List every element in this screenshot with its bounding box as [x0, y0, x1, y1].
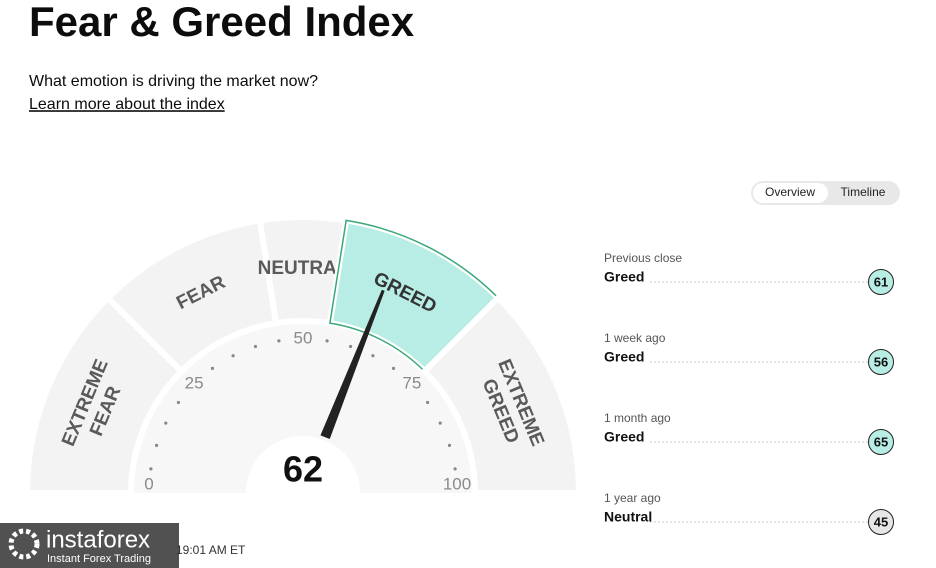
- gauge-zone: [23, 293, 186, 496]
- tick-dot: [371, 354, 375, 358]
- tick-dot: [149, 467, 153, 471]
- tick-dot: [453, 467, 457, 471]
- history-badge: [868, 349, 894, 375]
- zone-label-line: NEUTRAL: [258, 258, 349, 279]
- tick-label: 0: [144, 474, 153, 493]
- tab-timeline[interactable]: Timeline: [841, 185, 886, 199]
- watermark-logo: [8, 528, 40, 560]
- history-period: 1 year ago: [604, 491, 661, 505]
- gauge-zone: [103, 216, 280, 376]
- tick-dot: [325, 339, 329, 343]
- tick-label: 50: [294, 328, 313, 347]
- tick-label: 75: [402, 374, 421, 393]
- tick-dot: [447, 443, 452, 448]
- tab-active-bg: [753, 183, 828, 203]
- history-period: Previous close: [604, 251, 682, 265]
- needle: [320, 289, 385, 440]
- tick-label: 25: [185, 374, 204, 393]
- tick-dot: [176, 400, 181, 405]
- history-rating: Greed: [604, 349, 644, 365]
- zone-label: NEUTRAL: [258, 258, 349, 279]
- history: Previous close Greed 61 1 week ago Greed 56 1 …: [604, 251, 894, 535]
- updated-time: 19:01 AM ET: [176, 543, 246, 557]
- tab-overview[interactable]: Overview: [765, 185, 815, 199]
- subtitle: What emotion is driving the market now?: [29, 73, 318, 90]
- history-rating: Greed: [604, 269, 644, 285]
- tick-dot: [348, 344, 353, 349]
- gauge-value: 62: [283, 449, 323, 490]
- tick-dot: [154, 443, 159, 448]
- history-value: 56: [874, 354, 888, 369]
- tick-dot: [164, 421, 168, 425]
- tick-label: 100: [443, 474, 471, 493]
- learn-more-link[interactable]: Learn more about the index: [29, 96, 225, 113]
- watermark-brand: instaforex: [46, 526, 150, 553]
- history-period: 1 week ago: [604, 331, 666, 345]
- tick-dot: [231, 354, 235, 358]
- history-value: 45: [874, 514, 888, 529]
- watermark-tagline: Instant Forex Trading: [47, 553, 151, 565]
- tick-dot: [277, 339, 281, 343]
- history-badge: [868, 509, 894, 535]
- history-badge: [868, 269, 894, 295]
- history-rating: Greed: [604, 429, 644, 445]
- tick-dot: [425, 400, 430, 405]
- tick-dot: [210, 366, 215, 371]
- history-value: 61: [874, 274, 888, 289]
- gauge-inner: [131, 321, 475, 493]
- gauge-zone: [420, 293, 583, 496]
- history-period: 1 month ago: [604, 411, 671, 425]
- history-rating: Neutral: [604, 509, 652, 525]
- tick-dot: [253, 344, 258, 349]
- title: Fear & Greed Index: [29, 0, 415, 45]
- center-disc: [246, 436, 360, 493]
- tick-dot: [391, 366, 396, 371]
- history-badge: [868, 429, 894, 455]
- history-value: 65: [874, 434, 888, 449]
- gauge-zone-outline: [329, 219, 500, 373]
- tick-dot: [438, 421, 442, 425]
